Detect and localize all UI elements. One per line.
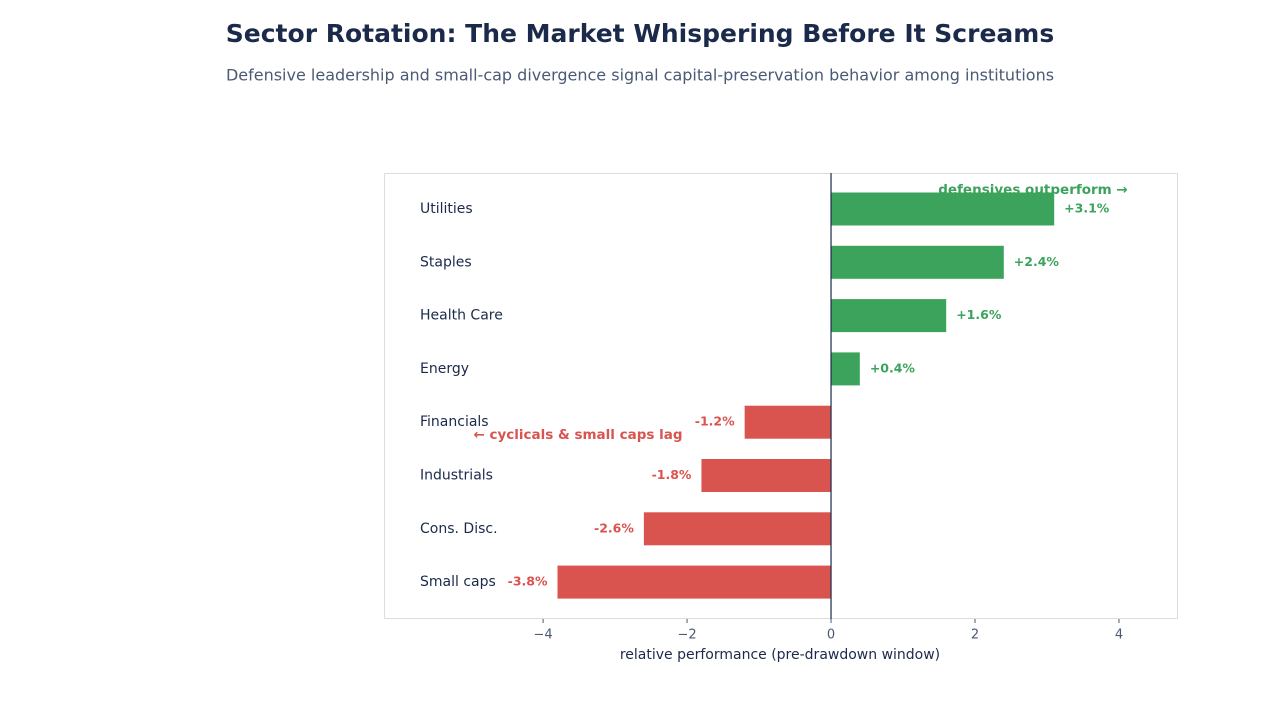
y-tick-label: Health Care	[420, 308, 503, 324]
x-tick-label: 4	[1115, 628, 1123, 643]
value-label: -3.8%	[508, 574, 548, 589]
y-tick-label: Energy	[420, 361, 469, 377]
x-axis-label: relative performance (pre-drawdown windo…	[620, 647, 940, 663]
plot-frame	[384, 173, 1178, 619]
y-tick-label: Industrials	[420, 468, 493, 484]
value-label: -1.2%	[695, 414, 735, 429]
x-tick-label: 2	[971, 628, 979, 643]
x-tick-label: 0	[827, 628, 835, 643]
x-tick-label: −4	[534, 628, 553, 643]
bar	[557, 565, 832, 599]
y-tick-label: Cons. Disc.	[420, 521, 498, 537]
value-label: +2.4%	[1014, 254, 1060, 269]
x-tick-label: −2	[677, 628, 696, 643]
value-label: -2.6%	[594, 520, 634, 535]
value-label: +1.6%	[956, 307, 1002, 322]
y-tick-label: Staples	[420, 254, 472, 270]
bar	[643, 512, 832, 546]
chart-title: Sector Rotation: The Market Whispering B…	[226, 19, 1054, 48]
annotation: ← cyclicals & small caps lag	[473, 427, 682, 443]
bar	[701, 459, 832, 492]
y-tick-label: Utilities	[420, 201, 473, 217]
bar	[744, 405, 832, 439]
bar	[831, 192, 1055, 226]
y-tick-label: Financials	[420, 414, 489, 430]
value-label: -1.8%	[652, 467, 692, 482]
y-tick-label: Small caps	[420, 574, 496, 590]
value-label: +0.4%	[870, 360, 916, 375]
bar	[831, 245, 1004, 279]
bar	[831, 352, 860, 386]
value-label: +3.1%	[1064, 201, 1110, 216]
chart-subtitle: Defensive leadership and small-cap diver…	[226, 66, 1054, 85]
bar	[831, 299, 947, 333]
